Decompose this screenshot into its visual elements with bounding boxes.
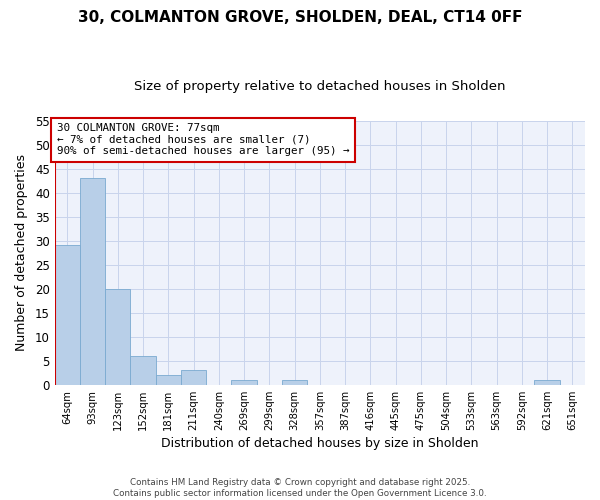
Text: 30 COLMANTON GROVE: 77sqm
← 7% of detached houses are smaller (7)
90% of semi-de: 30 COLMANTON GROVE: 77sqm ← 7% of detach… (57, 123, 349, 156)
X-axis label: Distribution of detached houses by size in Sholden: Distribution of detached houses by size … (161, 437, 479, 450)
Bar (80, 178, 105, 385)
Text: 30, COLMANTON GROVE, SHOLDEN, DEAL, CT14 0FF: 30, COLMANTON GROVE, SHOLDEN, DEAL, CT14… (78, 10, 522, 25)
Title: Size of property relative to detached houses in Sholden: Size of property relative to detached ho… (134, 80, 506, 93)
Bar (155, 375, 181, 385)
Bar (55, 246, 80, 385)
Bar (105, 288, 130, 385)
Bar (282, 380, 307, 385)
Y-axis label: Number of detached properties: Number of detached properties (15, 154, 28, 351)
Bar (130, 356, 155, 385)
Bar (181, 370, 206, 385)
Text: Contains HM Land Registry data © Crown copyright and database right 2025.
Contai: Contains HM Land Registry data © Crown c… (113, 478, 487, 498)
Bar (535, 380, 560, 385)
Bar (232, 380, 257, 385)
